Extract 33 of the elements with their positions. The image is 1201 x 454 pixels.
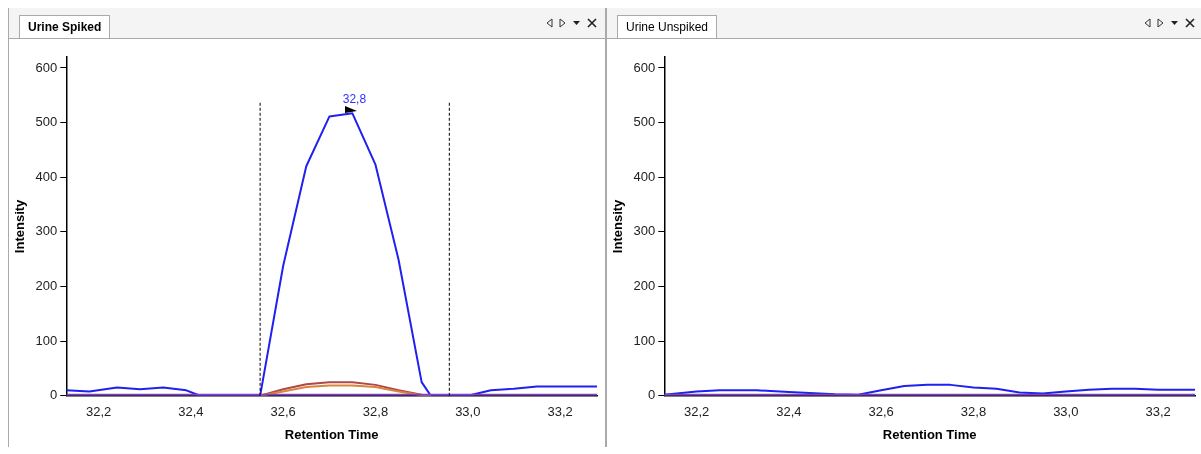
y-tick-label: 600 <box>633 59 656 75</box>
y-tick-label: 200 <box>35 278 58 294</box>
y-axis-title: Intensity <box>610 198 626 254</box>
y-tick-label: 600 <box>35 59 58 75</box>
x-axis-title: Retention Time <box>882 426 977 442</box>
x-tick-label: 32,8 <box>960 404 987 420</box>
x-tick-label: 32,4 <box>776 404 802 420</box>
chart-title: Urine Spiked <box>19 15 111 38</box>
x-tick-label: 32,4 <box>178 404 204 420</box>
x-tick-label: 32,2 <box>85 404 112 420</box>
x-tick-label: 33,2 <box>547 404 573 420</box>
y-tick-label: 100 <box>633 332 656 348</box>
chart-title: Urine Unspiked <box>617 15 718 38</box>
y-tick-label: 300 <box>35 223 58 239</box>
y-tick-label: 200 <box>633 278 656 294</box>
y-tick-label: 0 <box>50 387 58 403</box>
y-tick-label: 300 <box>633 223 656 239</box>
x-tick-label: 32,2 <box>683 404 710 420</box>
y-tick-label: 400 <box>35 168 58 184</box>
x-tick-label: 33,2 <box>1145 404 1171 420</box>
y-tick-label: 100 <box>35 332 58 348</box>
y-axis-title: Intensity <box>12 198 28 254</box>
x-tick-label: 32,6 <box>868 404 894 420</box>
x-tick-label: 32,8 <box>362 404 389 420</box>
x-tick-label: 33,0 <box>455 404 481 420</box>
x-tick-label: 33,0 <box>1053 404 1079 420</box>
annotation: 32,8 <box>342 91 367 106</box>
y-tick-label: 500 <box>35 114 58 130</box>
y-tick-label: 0 <box>648 387 656 403</box>
x-axis-title: Retention Time <box>284 426 379 442</box>
y-tick-label: 400 <box>633 168 656 184</box>
x-tick-label: 32,6 <box>270 404 296 420</box>
y-tick-label: 500 <box>633 114 656 130</box>
